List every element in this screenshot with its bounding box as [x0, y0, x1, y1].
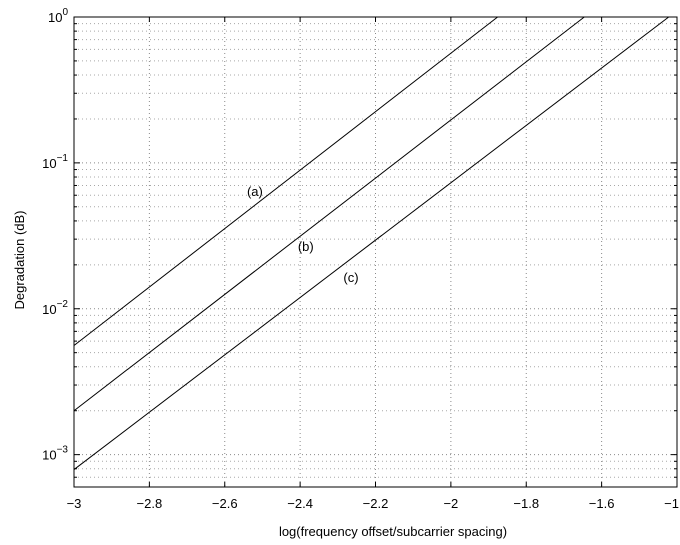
series-label-a: (a) [247, 184, 263, 199]
series-line-b [73, 16, 585, 412]
x-axis-title: log(frequency offset/subcarrier spacing) [279, 524, 507, 539]
y-axis-title: Degradation (dB) [12, 211, 27, 310]
series-labels: (a) (b) (c) [247, 184, 359, 285]
plot-lines [73, 16, 670, 470]
x-tick-label: −1.8 [513, 496, 539, 511]
series-line-c [73, 16, 670, 470]
y-tick-label: 10−3 [42, 445, 68, 463]
series-label-b: (b) [298, 239, 314, 254]
axis-ticks [73, 17, 678, 488]
x-tick-label: −2 [443, 496, 458, 511]
y-tick-label: 100 [48, 7, 68, 25]
y-tick-label: 10−2 [42, 299, 68, 317]
grid [74, 17, 677, 487]
x-tick-label: −1.4 [664, 496, 680, 511]
tick-labels: −3 −2.8 −2.6 −2.4 −2.2 −2 −1.8 −1.6 −1.4 10−3 10−2… [42, 7, 680, 511]
x-tick-label: −1.6 [589, 496, 615, 511]
x-tick-label: −2.4 [287, 496, 313, 511]
series-label-c: (c) [343, 270, 358, 285]
y-tick-label: 10−1 [42, 153, 68, 171]
x-tick-label: −2.6 [212, 496, 238, 511]
plot-frame [73, 16, 678, 488]
series-line-a [73, 16, 498, 346]
x-tick-label: −2.8 [137, 496, 163, 511]
x-tick-label: −2.2 [363, 496, 389, 511]
x-tick-label: −3 [67, 496, 82, 511]
